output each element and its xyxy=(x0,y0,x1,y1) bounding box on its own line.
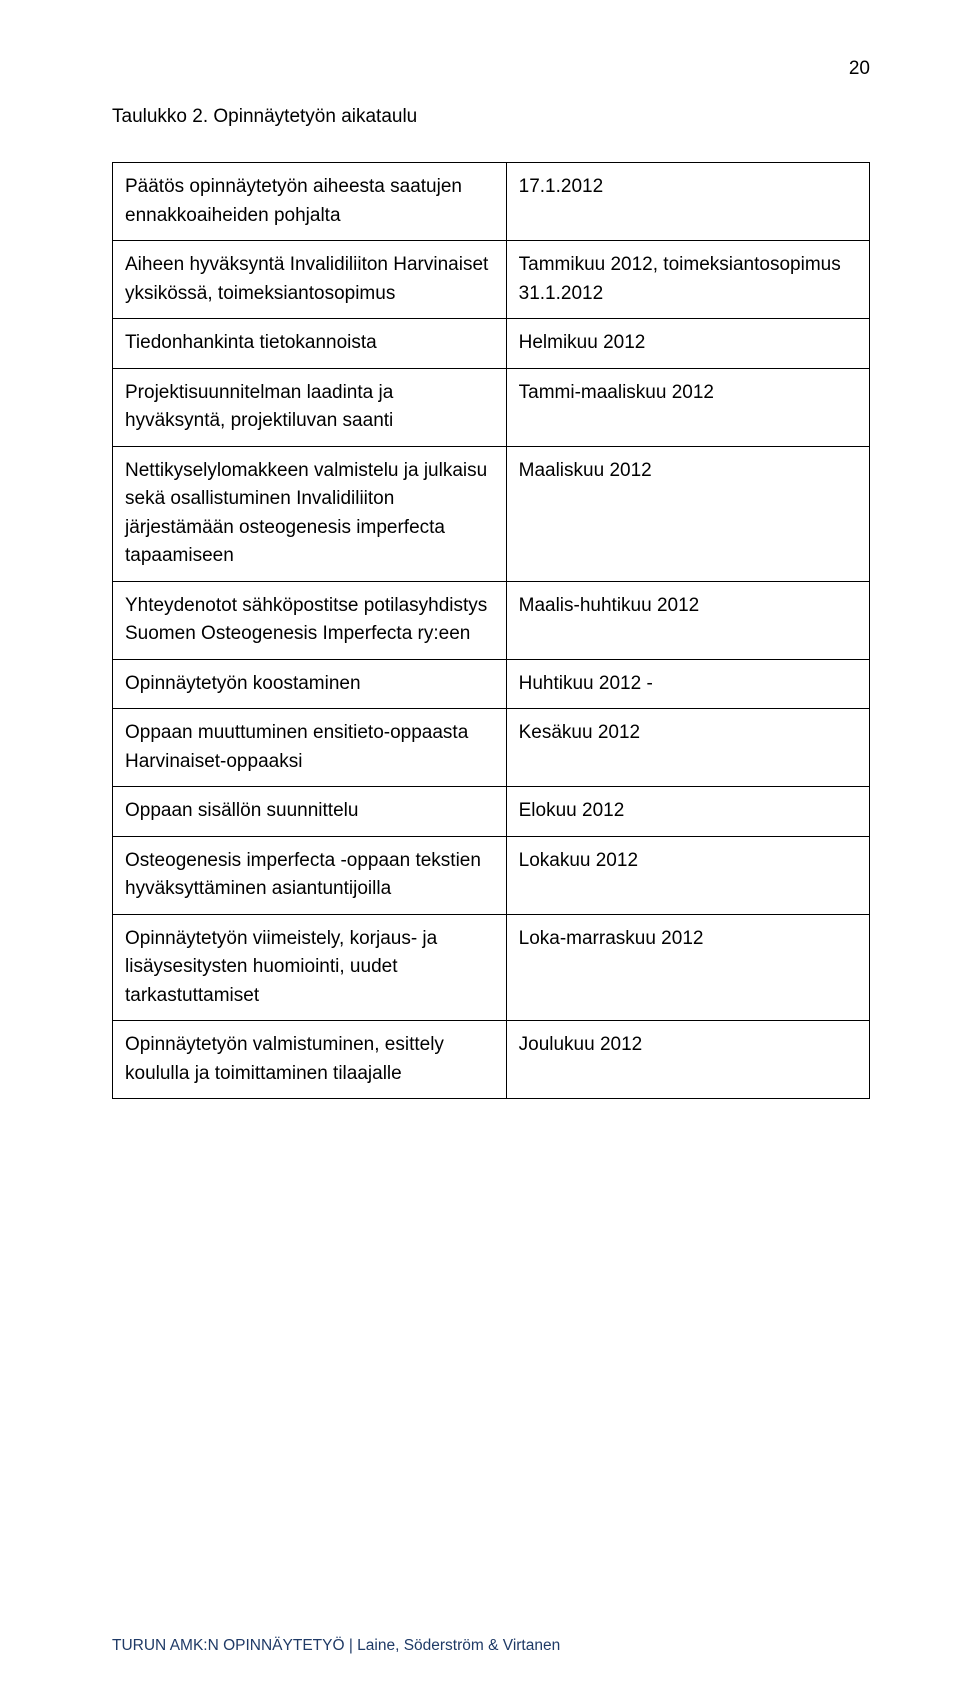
table-row: Oppaan sisällön suunnittelu Elokuu 2012 xyxy=(113,787,870,837)
cell-date: Kesäkuu 2012 xyxy=(506,709,869,787)
table-row: Päätös opinnäytetyön aiheesta saatujen e… xyxy=(113,163,870,241)
table-row: Tiedonhankinta tietokannoista Helmikuu 2… xyxy=(113,319,870,369)
cell-activity: Päätös opinnäytetyön aiheesta saatujen e… xyxy=(113,163,507,241)
cell-date: Tammi-maaliskuu 2012 xyxy=(506,368,869,446)
table-row: Nettikyselylomakkeen valmistelu ja julka… xyxy=(113,446,870,581)
cell-activity: Yhteydenotot sähköpostitse potilasyhdist… xyxy=(113,581,507,659)
document-page: 20 Taulukko 2. Opinnäytetyön aikataulu P… xyxy=(0,0,960,1703)
cell-activity: Opinnäytetyön valmistuminen, esittely ko… xyxy=(113,1021,507,1099)
cell-date: Lokakuu 2012 xyxy=(506,836,869,914)
cell-date: 17.1.2012 xyxy=(506,163,869,241)
cell-activity: Opinnäytetyön koostaminen xyxy=(113,659,507,709)
table-row: Yhteydenotot sähköpostitse potilasyhdist… xyxy=(113,581,870,659)
table-row: Opinnäytetyön viimeistely, korjaus- ja l… xyxy=(113,914,870,1021)
table-row: Opinnäytetyön valmistuminen, esittely ko… xyxy=(113,1021,870,1099)
cell-date: Tammikuu 2012, toimeksiantosopimus 31.1.… xyxy=(506,241,869,319)
cell-activity: Projektisuunnitelman laadinta ja hyväksy… xyxy=(113,368,507,446)
cell-activity: Nettikyselylomakkeen valmistelu ja julka… xyxy=(113,446,507,581)
cell-activity: Aiheen hyväksyntä Invalidiliiton Harvina… xyxy=(113,241,507,319)
table-row: Projektisuunnitelman laadinta ja hyväksy… xyxy=(113,368,870,446)
cell-date: Maalis-huhtikuu 2012 xyxy=(506,581,869,659)
cell-date: Loka-marraskuu 2012 xyxy=(506,914,869,1021)
cell-activity: Tiedonhankinta tietokannoista xyxy=(113,319,507,369)
table-row: Aiheen hyväksyntä Invalidiliiton Harvina… xyxy=(113,241,870,319)
footer-text: TURUN AMK:N OPINNÄYTETYÖ | Laine, Söders… xyxy=(112,1637,560,1655)
cell-activity: Osteogenesis imperfecta -oppaan tekstien… xyxy=(113,836,507,914)
cell-date: Huhtikuu 2012 - xyxy=(506,659,869,709)
schedule-table: Päätös opinnäytetyön aiheesta saatujen e… xyxy=(112,162,870,1099)
table-row: Osteogenesis imperfecta -oppaan tekstien… xyxy=(113,836,870,914)
cell-date: Joulukuu 2012 xyxy=(506,1021,869,1099)
table-row: Opinnäytetyön koostaminen Huhtikuu 2012 … xyxy=(113,659,870,709)
table-caption: Taulukko 2. Opinnäytetyön aikataulu xyxy=(112,106,870,128)
cell-activity: Oppaan sisällön suunnittelu xyxy=(113,787,507,837)
cell-date: Maaliskuu 2012 xyxy=(506,446,869,581)
cell-date: Helmikuu 2012 xyxy=(506,319,869,369)
page-number: 20 xyxy=(849,58,870,80)
cell-activity: Oppaan muuttuminen ensitieto-oppaasta Ha… xyxy=(113,709,507,787)
cell-activity: Opinnäytetyön viimeistely, korjaus- ja l… xyxy=(113,914,507,1021)
table-row: Oppaan muuttuminen ensitieto-oppaasta Ha… xyxy=(113,709,870,787)
cell-date: Elokuu 2012 xyxy=(506,787,869,837)
